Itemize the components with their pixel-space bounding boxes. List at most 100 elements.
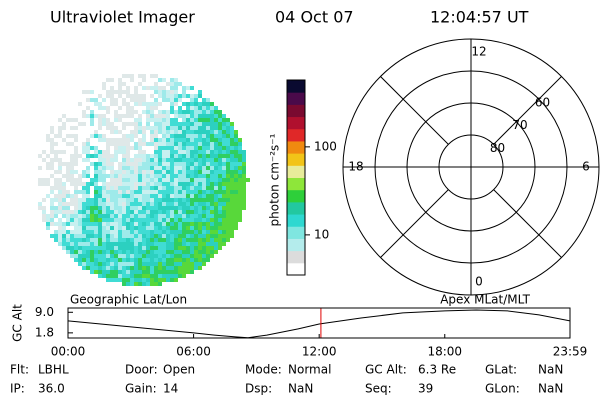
pixel bbox=[110, 186, 114, 190]
pixel bbox=[66, 234, 70, 238]
pixel bbox=[170, 86, 174, 90]
pixel bbox=[158, 118, 162, 122]
pixel bbox=[54, 210, 58, 214]
pixel bbox=[206, 186, 210, 190]
pixel bbox=[194, 166, 198, 170]
pixel bbox=[150, 74, 154, 78]
pixel bbox=[226, 158, 230, 162]
pixel bbox=[170, 126, 174, 130]
pixel bbox=[222, 198, 226, 202]
pixel bbox=[118, 114, 122, 118]
pixel bbox=[198, 190, 202, 194]
pixel bbox=[182, 258, 186, 262]
lat-label: 60 bbox=[535, 95, 550, 109]
pixel bbox=[134, 274, 138, 278]
pixel bbox=[158, 94, 162, 98]
pixel bbox=[102, 274, 106, 278]
pixel bbox=[110, 122, 114, 126]
pixel bbox=[102, 86, 106, 90]
pixel bbox=[146, 158, 150, 162]
pixel bbox=[222, 242, 226, 246]
pixel bbox=[166, 134, 170, 138]
pixel bbox=[94, 238, 98, 242]
pixel bbox=[210, 134, 214, 138]
pixel bbox=[130, 146, 134, 150]
pixel bbox=[190, 110, 194, 114]
pixel bbox=[138, 270, 142, 274]
pixel bbox=[86, 198, 90, 202]
pixel bbox=[110, 242, 114, 246]
pixel bbox=[174, 218, 178, 222]
pixel bbox=[214, 126, 218, 130]
pixel bbox=[122, 242, 126, 246]
pixel bbox=[122, 150, 126, 154]
pixel bbox=[198, 146, 202, 150]
pixel bbox=[106, 110, 110, 114]
pixel bbox=[158, 186, 162, 190]
pixel bbox=[86, 142, 90, 146]
pixel bbox=[214, 210, 218, 214]
pixel bbox=[218, 178, 222, 182]
pixel bbox=[78, 238, 82, 242]
pixel bbox=[130, 222, 134, 226]
pixel bbox=[130, 274, 134, 278]
pixel bbox=[202, 146, 206, 150]
pixel bbox=[134, 86, 138, 90]
pixel bbox=[58, 238, 62, 242]
pixel bbox=[182, 170, 186, 174]
pixel bbox=[134, 210, 138, 214]
pixel bbox=[150, 170, 154, 174]
pixel bbox=[134, 178, 138, 182]
pixel bbox=[194, 246, 198, 250]
pixel bbox=[186, 238, 190, 242]
pixel bbox=[90, 270, 94, 274]
pixel bbox=[94, 182, 98, 186]
pixel bbox=[138, 122, 142, 126]
pixel bbox=[222, 210, 226, 214]
pixel bbox=[170, 238, 174, 242]
pixel bbox=[134, 162, 138, 166]
pixel bbox=[170, 118, 174, 122]
pixel bbox=[138, 178, 142, 182]
pixel bbox=[86, 114, 90, 118]
pixel bbox=[154, 218, 158, 222]
pixel bbox=[142, 126, 146, 130]
color-swatch bbox=[287, 201, 305, 215]
pixel bbox=[178, 250, 182, 254]
pixel bbox=[158, 158, 162, 162]
pixel bbox=[74, 242, 78, 246]
pixel bbox=[190, 178, 194, 182]
pixel bbox=[226, 134, 230, 138]
pixel bbox=[226, 198, 230, 202]
pixel bbox=[206, 226, 210, 230]
pixel bbox=[138, 190, 142, 194]
pixel bbox=[126, 238, 130, 242]
pixel bbox=[122, 114, 126, 118]
pixel bbox=[158, 174, 162, 178]
pixel bbox=[206, 190, 210, 194]
pixel bbox=[162, 138, 166, 142]
pixel bbox=[138, 234, 142, 238]
pixel bbox=[86, 186, 90, 190]
pixel bbox=[130, 94, 134, 98]
pixel bbox=[126, 202, 130, 206]
pixel bbox=[218, 158, 222, 162]
pixel bbox=[138, 206, 142, 210]
pixel bbox=[170, 142, 174, 146]
pixel bbox=[118, 138, 122, 142]
pixel bbox=[190, 230, 194, 234]
pixel bbox=[230, 230, 234, 234]
pixel bbox=[134, 154, 138, 158]
pixel bbox=[222, 230, 226, 234]
pixel bbox=[186, 110, 190, 114]
info-value: Open bbox=[163, 363, 195, 377]
pixel bbox=[230, 166, 234, 170]
pixel bbox=[218, 206, 222, 210]
pixel bbox=[158, 150, 162, 154]
pixel bbox=[138, 198, 142, 202]
pixel bbox=[162, 114, 166, 118]
pixel bbox=[54, 134, 58, 138]
pixel bbox=[66, 206, 70, 210]
pixel bbox=[54, 150, 58, 154]
pixel bbox=[86, 226, 90, 230]
